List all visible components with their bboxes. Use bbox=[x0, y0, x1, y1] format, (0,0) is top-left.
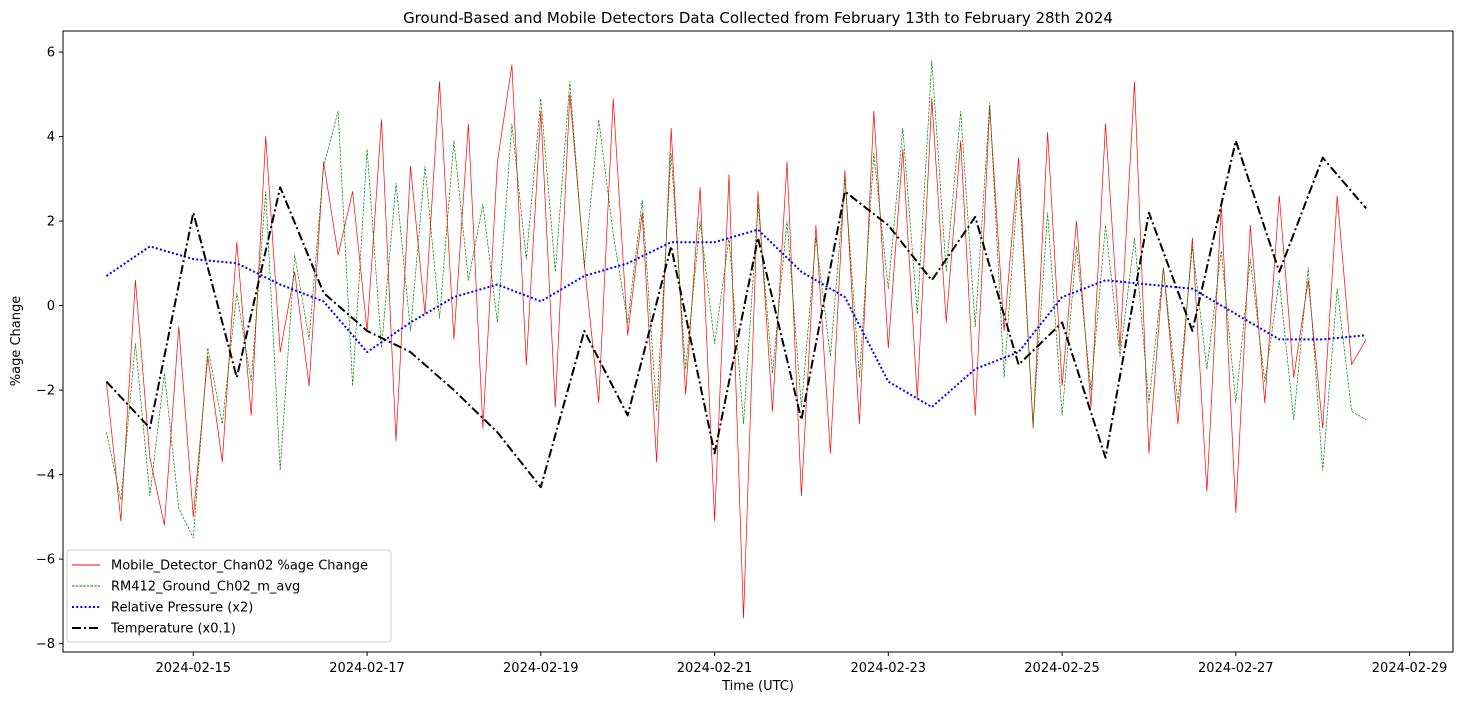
plot-series-layer bbox=[105, 60, 1367, 619]
legend: Mobile_Detector_Chan02 %age Change RM412_… bbox=[66, 549, 392, 643]
x-tick-label: 2024-02-15 bbox=[156, 661, 232, 676]
x-tick-label: 2024-02-21 bbox=[677, 661, 753, 676]
plot-frame bbox=[62, 30, 1454, 653]
legend-box bbox=[66, 549, 392, 643]
x-tick-label: 2024-02-23 bbox=[851, 661, 927, 676]
legend-label-relative-pressure-x2: Relative Pressure (x2) bbox=[111, 601, 253, 616]
x-axis: 2024-02-15 2024-02-17 2024-02-19 2024-02-21… bbox=[156, 652, 1448, 676]
chart-title: Ground-Based and Mobile Detectors Data C… bbox=[403, 9, 1113, 27]
y-tick-label: 4 bbox=[47, 130, 55, 145]
series-line-relative-pressure-x2 bbox=[105, 228, 1367, 408]
x-tick-label: 2024-02-19 bbox=[503, 661, 579, 676]
series-line-temperature-x0-1 bbox=[105, 139, 1367, 489]
legend-label-rm412-ground-ch02-m-avg: RM412_Ground_Ch02_m_avg bbox=[111, 580, 300, 595]
y-tick-label: −2 bbox=[36, 384, 55, 399]
legend-label-temperature-x0-1: Temperature (x0.1) bbox=[110, 622, 236, 637]
y-tick-label: 2 bbox=[47, 215, 55, 230]
y-tick-label: 6 bbox=[47, 46, 55, 61]
series-line-mobile-detector-chan02-age-change bbox=[106, 64, 1367, 619]
y-tick-label: −8 bbox=[36, 637, 55, 652]
x-tick-label: 2024-02-29 bbox=[1372, 661, 1448, 676]
y-axis: −8 −6 −4 −2 0 2 4 6 bbox=[36, 46, 63, 652]
x-tick-label: 2024-02-17 bbox=[329, 661, 405, 676]
y-tick-label: −6 bbox=[36, 553, 55, 568]
legend-label-mobile-detector-chan02-age-change: Mobile_Detector_Chan02 %age Change bbox=[111, 559, 368, 574]
x-axis-label: Time (UTC) bbox=[721, 679, 794, 694]
x-tick-label: 2024-02-27 bbox=[1198, 661, 1274, 676]
series-line-rm412-ground-ch02-m-avg bbox=[106, 60, 1367, 539]
y-axis-label: %age Change bbox=[9, 296, 24, 386]
y-tick-label: −4 bbox=[36, 468, 55, 483]
x-tick-label: 2024-02-25 bbox=[1024, 661, 1100, 676]
y-tick-label: 0 bbox=[47, 299, 55, 314]
